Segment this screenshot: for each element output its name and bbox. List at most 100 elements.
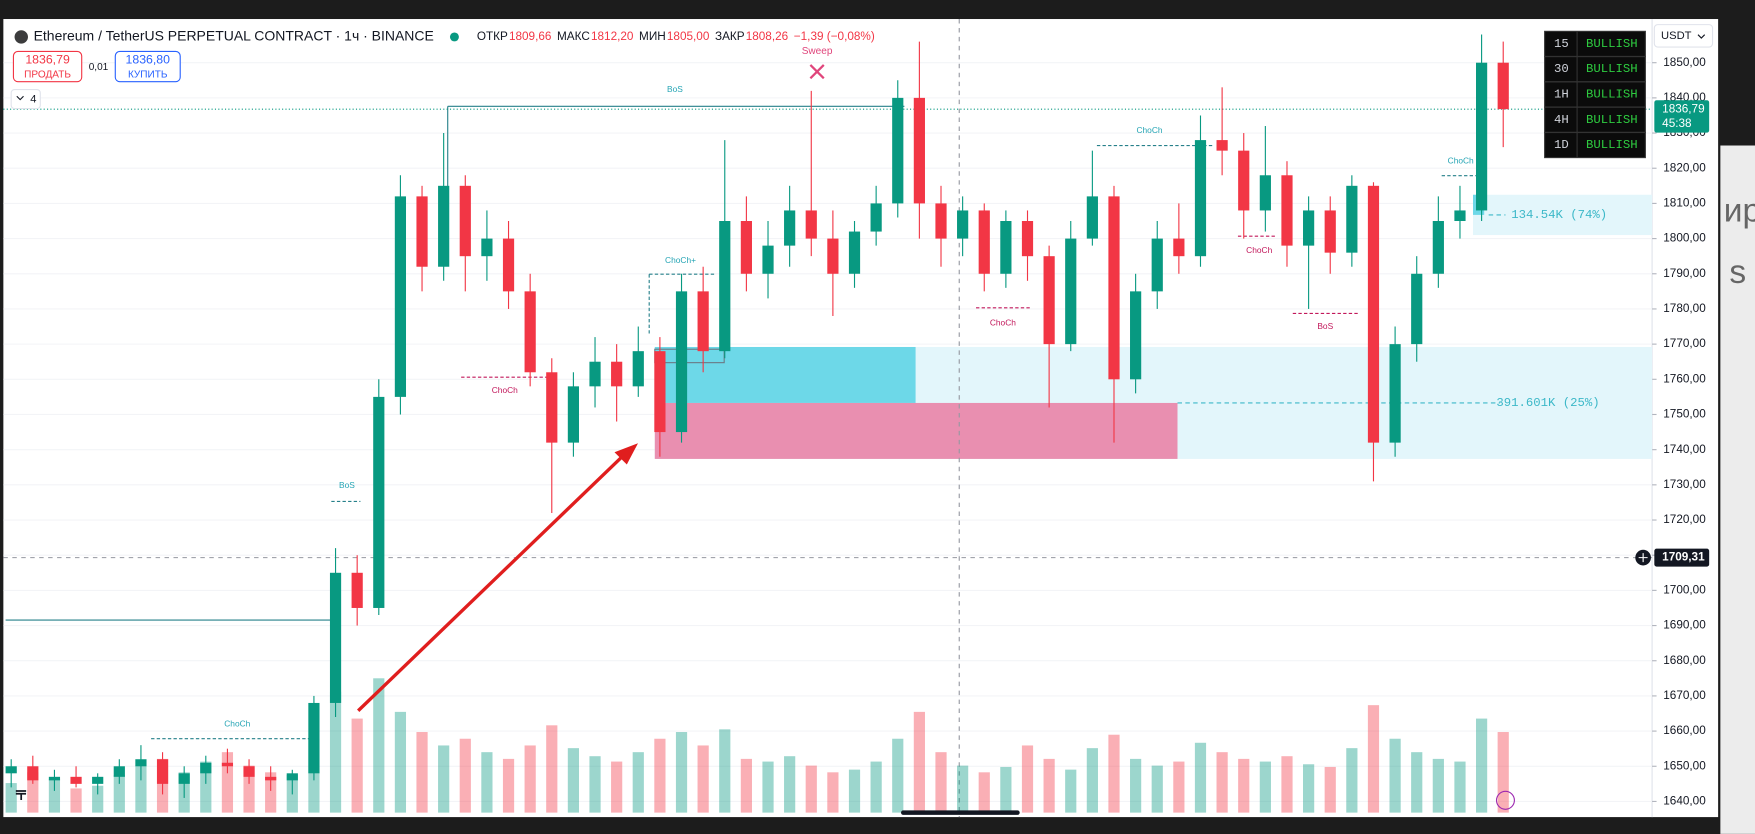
y-tick-label: 1660,00 <box>1663 724 1706 737</box>
volume-bar <box>935 752 947 813</box>
scrollbar[interactable] <box>901 810 1020 815</box>
candle-body <box>546 372 558 443</box>
candle-body <box>394 196 407 397</box>
candle-body <box>762 245 774 274</box>
ohlc-value: 1809,66 <box>509 30 552 43</box>
annotation: ChoCh <box>1448 155 1474 165</box>
candle-body <box>978 210 990 274</box>
candle-body <box>1281 175 1293 246</box>
volume-bar <box>784 756 796 813</box>
candle-body <box>243 766 255 777</box>
annotation: Sweep <box>802 46 833 57</box>
volume-bar <box>870 761 882 813</box>
candle-body <box>675 291 688 433</box>
candle-body <box>1173 238 1185 257</box>
candle-body <box>1303 210 1315 246</box>
ohlc-label: МИН <box>639 30 666 43</box>
candle-body <box>1194 140 1207 257</box>
timeframe: 4H <box>1554 113 1569 127</box>
candle-body <box>913 97 925 204</box>
volume-bar <box>1173 761 1185 813</box>
y-tick-label: 1770,00 <box>1663 337 1706 350</box>
volume-bar <box>113 775 125 813</box>
candle-body <box>92 776 104 784</box>
logo: ⫧ <box>16 784 27 805</box>
annotation: ChoCh+ <box>665 255 696 265</box>
timeframe: 1H <box>1554 87 1569 101</box>
volume-bar <box>48 779 61 813</box>
table-cell <box>1544 81 1646 108</box>
side-window <box>1720 145 1755 834</box>
y-tick-label: 1850,00 <box>1663 56 1706 69</box>
volume-bar <box>719 729 731 813</box>
candle-body <box>1324 210 1336 253</box>
candle-body <box>1043 256 1055 345</box>
candle-body <box>567 386 580 443</box>
ohlc-label: ОТКР <box>477 30 508 43</box>
countdown: 45:38 <box>1662 117 1692 130</box>
volume-bar <box>1130 758 1142 813</box>
y-tick-label: 1690,00 <box>1663 619 1706 632</box>
crosshair-price-box <box>1654 548 1710 567</box>
annotation: ChoCh <box>1136 125 1162 135</box>
trend-state: BULLISH <box>1586 138 1638 152</box>
lightning-icon[interactable] <box>1495 790 1515 810</box>
timeframe: 15 <box>1554 37 1569 51</box>
indicators-toggle[interactable] <box>10 88 41 110</box>
candle-body <box>1259 175 1271 211</box>
candle-body <box>1108 196 1120 380</box>
candle-body <box>1475 62 1488 211</box>
zone-bull <box>654 346 916 403</box>
sell-price: 1836,79 <box>25 53 70 67</box>
candle-body <box>459 185 471 257</box>
candle-body <box>935 203 947 239</box>
arrow <box>357 450 628 712</box>
trend-state: BULLISH <box>1586 113 1638 127</box>
candle-body <box>611 361 623 387</box>
volume-bar <box>1259 761 1271 813</box>
candle-body <box>135 759 147 767</box>
chevron <box>1697 34 1706 39</box>
trend-state: BULLISH <box>1586 87 1638 101</box>
y-tick-label: 1820,00 <box>1663 161 1706 174</box>
candle-body <box>5 766 17 774</box>
zone-light <box>1472 194 1653 236</box>
volume-bar <box>221 752 234 813</box>
timeframe: 30 <box>1554 62 1569 76</box>
annotation: ChoCh <box>1246 245 1272 255</box>
candle-body <box>1454 210 1466 222</box>
volume-bar <box>1411 752 1423 813</box>
volume-bar <box>957 765 969 813</box>
volume-bar <box>892 738 904 813</box>
sell-button[interactable] <box>12 50 83 83</box>
volume-bar <box>416 732 428 813</box>
volume-bar <box>762 761 774 813</box>
volume-bar <box>1108 734 1120 813</box>
candle-body <box>892 97 904 204</box>
volume-bar <box>1454 761 1466 813</box>
volume-bar <box>438 745 450 813</box>
candle-body <box>870 203 882 232</box>
candle-body <box>697 291 709 352</box>
ohlc-value: 1805,00 <box>667 30 710 43</box>
volume-bar <box>243 765 255 813</box>
volume-bar <box>1475 718 1488 813</box>
volume-bar <box>351 718 363 813</box>
annotation: BoS <box>667 84 683 94</box>
volume-bar <box>848 769 861 813</box>
candle-body <box>308 702 320 774</box>
y-tick-label: 1740,00 <box>1663 443 1706 456</box>
timeframe: 1D <box>1554 138 1569 152</box>
currency-button[interactable] <box>1653 24 1714 48</box>
volume-bar <box>265 772 277 813</box>
buy-button[interactable] <box>114 50 181 83</box>
table-cell <box>1544 131 1646 159</box>
volume-bar <box>1432 758 1444 813</box>
candle-body <box>654 351 666 433</box>
volume-bar <box>611 761 623 813</box>
volume-bar <box>978 772 990 813</box>
candle-body <box>156 759 169 784</box>
candle-body <box>1497 62 1509 110</box>
